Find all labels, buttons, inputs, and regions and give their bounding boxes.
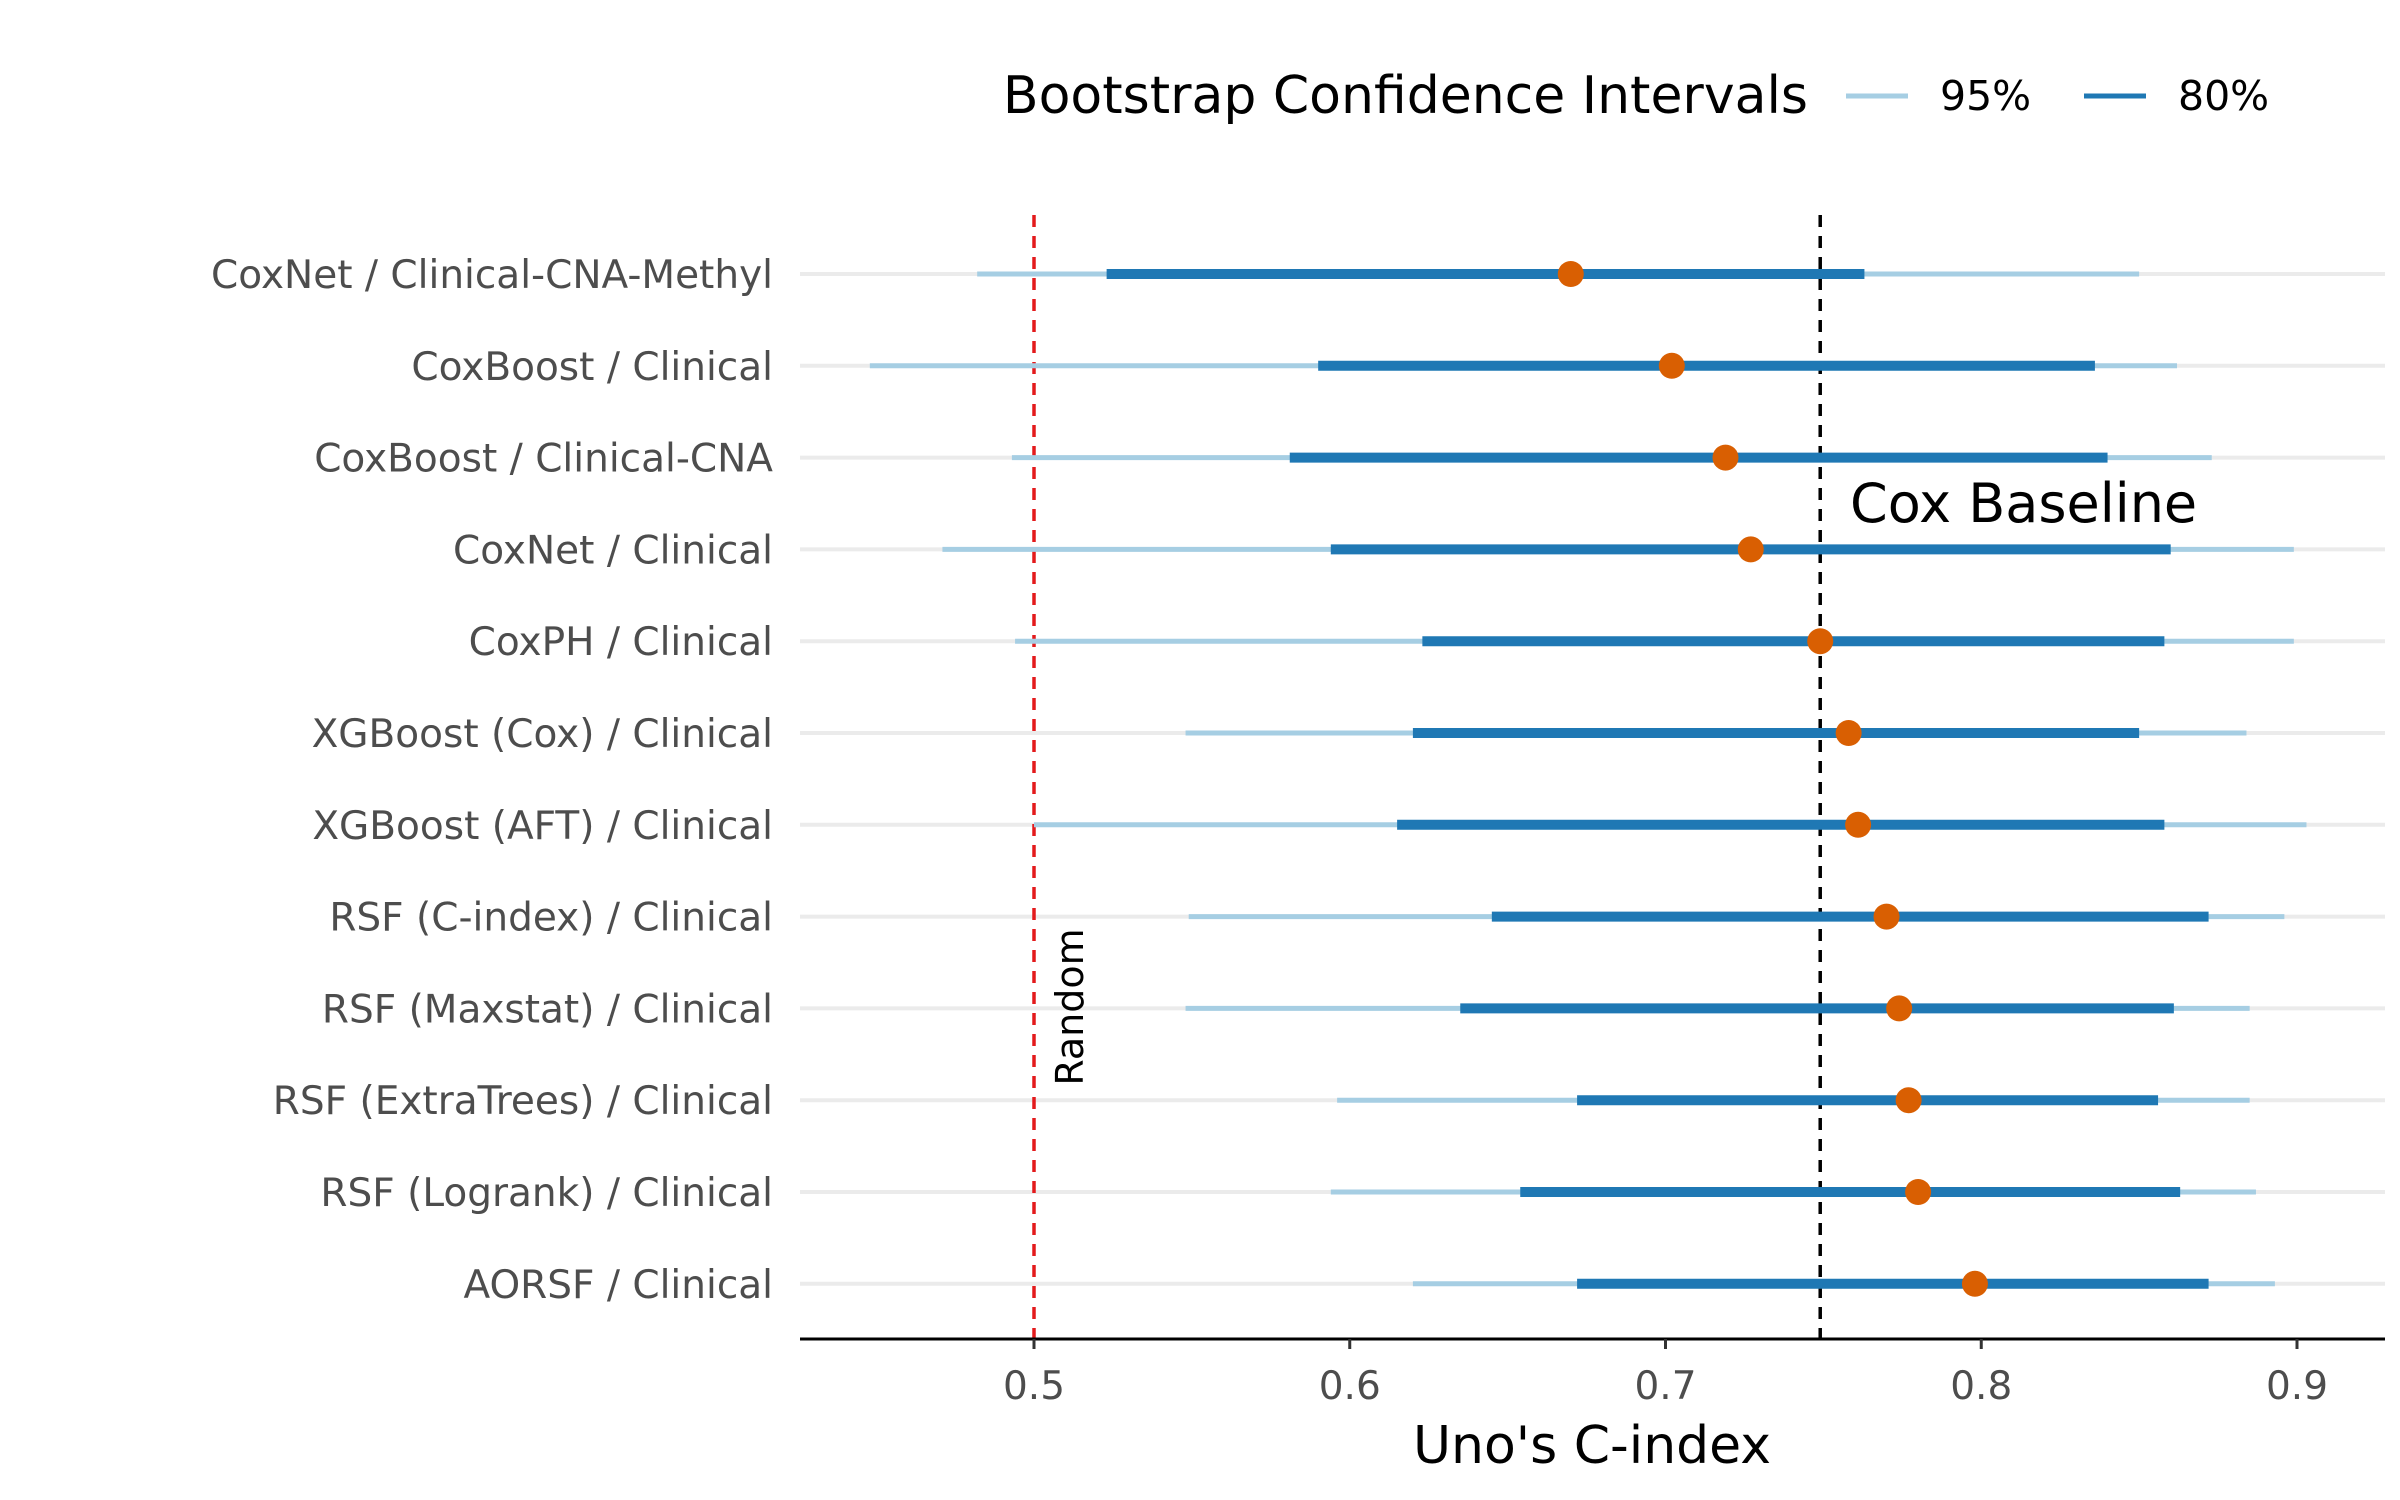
x-tick-label: 0.8 [1950, 1364, 2012, 1409]
y-tick-label: XGBoost (AFT) / Clinical [312, 804, 773, 849]
cox-baseline-label: Cox Baseline [1850, 472, 2197, 535]
y-tick-label: CoxBoost / Clinical-CNA [314, 437, 773, 482]
point-estimate [1873, 903, 1900, 930]
point-estimate [1807, 628, 1834, 655]
legend-label-95: 95% [1940, 72, 2031, 120]
point-estimate [1905, 1179, 1932, 1205]
legend-title: Bootstrap Confidence Intervals [1003, 66, 1808, 126]
point-estimate [1712, 444, 1739, 471]
y-tick-label: AORSF / Clinical [463, 1263, 773, 1308]
random-line-label: Random [1048, 928, 1092, 1085]
point-estimate [1737, 536, 1764, 563]
x-ticks: 0.5 0.6 0.7 0.8 0.9 [1003, 1339, 2328, 1409]
point-estimate [1895, 1087, 1922, 1114]
point-estimate [1835, 720, 1862, 746]
point-estimate [1886, 995, 1913, 1022]
gridlines [800, 272, 2385, 1286]
y-tick-labels: CoxNet / Clinical-CNA-Methyl CoxBoost / C… [211, 253, 773, 1308]
y-tick-label: RSF (Logrank) / Clinical [320, 1171, 773, 1216]
x-tick-label: 0.7 [1634, 1364, 1696, 1409]
y-tick-label: RSF (ExtraTrees) / Clinical [273, 1079, 773, 1124]
reference-lines [1032, 215, 1822, 1339]
y-tick-label: CoxBoost / Clinical [411, 345, 773, 390]
point-estimate [1557, 261, 1584, 287]
y-tick-label: RSF (Maxstat) / Clinical [322, 987, 773, 1032]
y-tick-label: CoxPH / Clinical [469, 620, 773, 665]
legend-label-80: 80% [2178, 72, 2269, 120]
x-tick-label: 0.5 [1003, 1364, 1065, 1409]
y-tick-label: CoxNet / Clinical [453, 528, 773, 573]
ci80-bars [1106, 269, 2209, 1289]
point-estimate [1658, 352, 1685, 379]
y-tick-label: RSF (C-index) / Clinical [329, 896, 773, 941]
point-estimate [1845, 811, 1872, 838]
ci95-bars [869, 271, 2307, 1287]
y-tick-label: CoxNet / Clinical-CNA-Methyl [211, 253, 773, 298]
point-estimates [1557, 261, 1988, 1297]
y-tick-label: XGBoost (Cox) / Clinical [312, 712, 773, 757]
x-tick-label: 0.9 [2266, 1364, 2328, 1409]
point-estimate [1961, 1270, 1988, 1297]
x-tick-label: 0.6 [1319, 1364, 1381, 1409]
legend: Bootstrap Confidence Intervals 95% 80% [1003, 66, 2269, 126]
x-axis-title: Uno's C-index [1413, 1416, 1771, 1476]
